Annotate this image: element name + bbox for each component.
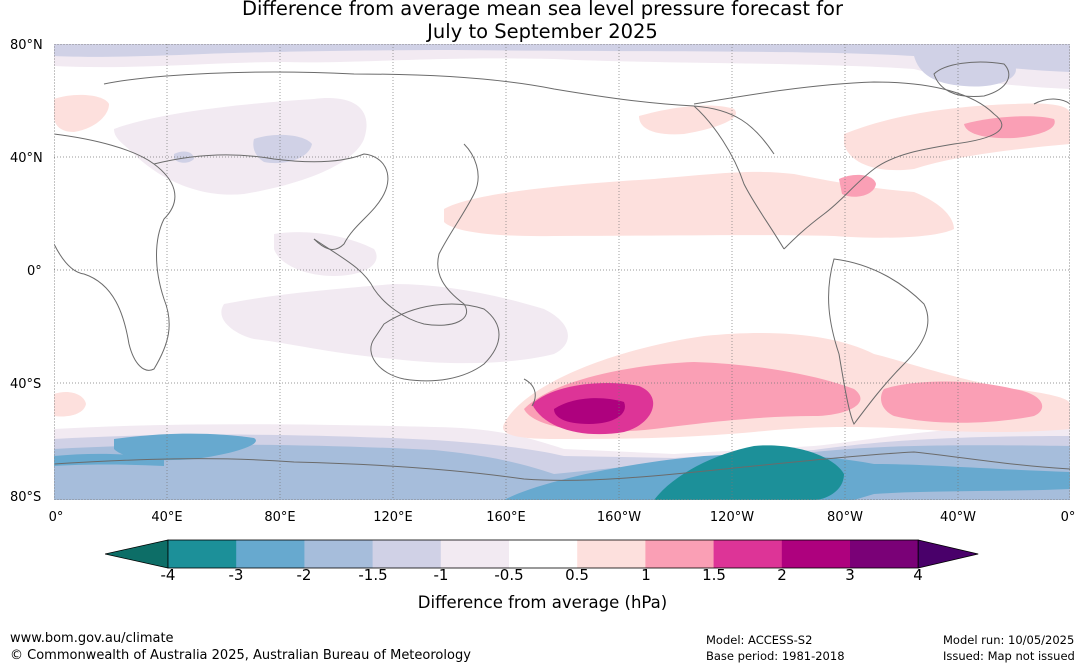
footer-copyright: © Commonwealth of Australia 2025, Austra…	[10, 648, 471, 663]
lat-label-equator: 0°	[27, 264, 42, 279]
lon-label-80w: 80°W	[827, 510, 863, 525]
footer-model: Model: ACCESS-S2	[706, 633, 813, 647]
colorbar-segment	[168, 540, 237, 568]
greenland-coastline	[933, 61, 1010, 98]
graticule	[54, 44, 1070, 500]
colorbar-tick-label: 1	[641, 566, 651, 584]
australia-coastline	[370, 303, 500, 382]
colorbar-tick-label: -4	[160, 566, 176, 584]
footer-website: www.bom.gov.au/climate	[10, 631, 174, 646]
colorbar-tick-label: -1	[433, 566, 449, 584]
pressure-anomaly-map	[54, 44, 1070, 500]
new-zealand-coastline	[523, 378, 536, 407]
colorbar-segment	[372, 540, 442, 568]
title-line-1: Difference from average mean sea level p…	[242, 0, 843, 20]
lon-label-160w: 160°W	[596, 510, 642, 525]
colorbar-segment	[850, 540, 919, 568]
colorbar-extend-low	[105, 539, 169, 569]
lat-label-40s: 40°S	[10, 377, 42, 392]
arctic-negative-anomaly	[54, 44, 1070, 132]
colorbar	[105, 539, 979, 569]
north-pacific-positive-anomaly	[444, 103, 1070, 238]
footer-model-run: Model run: 10/05/2025	[943, 633, 1075, 647]
colorbar-tick-label: -3	[228, 566, 244, 584]
lon-label-40e: 40°E	[151, 510, 183, 525]
colorbar-segment	[577, 540, 646, 568]
south-asia-coastline	[313, 143, 479, 326]
eurasia-negative-anomaly	[114, 98, 568, 364]
colorbar-tick-label: 4	[913, 566, 923, 584]
lon-label-40w: 40°W	[940, 510, 976, 525]
lon-label-80e: 80°E	[264, 510, 296, 525]
colorbar-tick-label: -1.5	[358, 566, 388, 584]
map-title: Difference from average mean sea level p…	[0, 0, 1085, 43]
colorbar-segment	[781, 540, 851, 568]
colorbar-segment	[509, 540, 578, 568]
lat-label-40n: 40°N	[10, 151, 43, 166]
colorbar-tick-label: -0.5	[494, 566, 524, 584]
colorbar-segment	[713, 540, 783, 568]
colorbar-tick-label: 0.5	[565, 566, 589, 584]
colorbar-tick-label: 3	[845, 566, 855, 584]
colorbar-tick-label: 2	[777, 566, 787, 584]
lat-label-80s: 80°S	[10, 490, 42, 505]
south-america-coastline	[828, 258, 929, 425]
coastlines	[54, 61, 1070, 481]
lon-label-120w: 120°W	[709, 510, 755, 525]
colorbar-tick-label: 1.5	[702, 566, 726, 584]
colorbar-tick-label: -2	[296, 566, 312, 584]
europe-coastline	[1033, 98, 1070, 105]
colorbar-segment	[645, 540, 715, 568]
lon-label-120e: 120°E	[373, 510, 413, 525]
lat-label-80n: 80°N	[10, 38, 43, 53]
footer-base-period: Base period: 1981-2018	[706, 649, 845, 663]
title-line-2: July to September 2025	[427, 20, 658, 43]
north-america-coastline	[693, 81, 1003, 250]
colorbar-segment	[236, 540, 305, 568]
colorbar-segments	[105, 539, 979, 569]
footer-issued: Issued: Map not issued	[943, 649, 1075, 663]
lon-label-0-west-edge: 0°	[48, 510, 64, 525]
eurasia-north-coastline	[103, 71, 775, 155]
colorbar-segment	[440, 540, 510, 568]
lon-label-160e: 160°E	[486, 510, 526, 525]
map-border	[54, 44, 1070, 500]
lon-label-0-east-edge: 0°	[1060, 510, 1076, 525]
colorbar-segment	[304, 540, 374, 568]
antarctica-coastline	[54, 451, 1070, 481]
southern-negative-anomaly	[54, 424, 1070, 500]
colorbar-title: Difference from average (hPa)	[417, 593, 668, 612]
middle-east-coastline	[153, 153, 389, 250]
north-america-west-coastline	[693, 105, 785, 250]
colorbar-extend-high	[917, 539, 979, 569]
south-pacific-positive-anomaly	[54, 333, 1070, 439]
